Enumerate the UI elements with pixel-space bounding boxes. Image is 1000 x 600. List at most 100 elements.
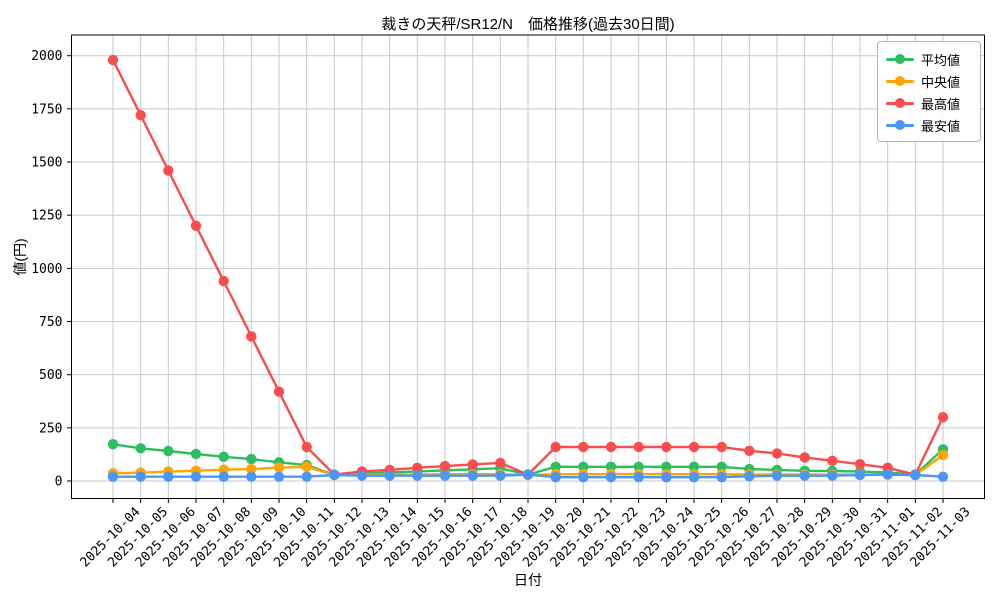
y-tick-label: 250	[39, 421, 62, 436]
legend-item-min: 最安値	[886, 114, 972, 136]
data-point	[827, 470, 838, 481]
data-point	[771, 448, 783, 459]
y-tick-label: 500	[39, 368, 62, 383]
data-point	[329, 469, 340, 481]
legend-item-max: 最高値	[886, 92, 972, 114]
data-point	[661, 461, 672, 472]
data-point	[688, 441, 700, 453]
data-point	[854, 469, 866, 481]
data-point	[550, 461, 561, 472]
y-tick-label: 750	[39, 315, 62, 330]
data-point	[135, 471, 146, 482]
data-point	[107, 54, 119, 66]
data-point	[439, 470, 451, 481]
y-tick-label: 2000	[31, 49, 62, 64]
data-point	[550, 441, 561, 453]
data-point	[882, 469, 893, 480]
data-point	[301, 441, 312, 453]
median-series-marker-icon	[886, 75, 914, 87]
data-point	[439, 460, 451, 472]
data-point	[190, 448, 202, 460]
data-point	[246, 331, 257, 342]
data-point	[384, 470, 395, 481]
data-point	[744, 445, 755, 456]
data-point	[495, 457, 506, 469]
legend-item-average: 平均値	[886, 48, 972, 70]
data-point	[771, 470, 783, 481]
average-series-marker-icon	[886, 53, 914, 65]
data-point	[799, 470, 810, 481]
data-point	[495, 470, 506, 481]
series-最安値	[107, 469, 949, 483]
data-point	[218, 451, 229, 462]
data-point	[163, 445, 174, 457]
grid-lines	[71, 35, 985, 499]
data-point	[107, 439, 119, 450]
x-axis-label: 日付	[514, 572, 542, 588]
data-point	[716, 461, 727, 472]
y-tick-label: 1000	[31, 262, 62, 277]
data-point	[578, 461, 589, 472]
data-point	[412, 462, 423, 473]
data-point	[246, 453, 257, 465]
data-point	[273, 471, 285, 482]
data-point	[605, 441, 617, 453]
data-point	[218, 471, 229, 482]
data-point	[688, 461, 700, 472]
data-point	[107, 471, 119, 482]
data-point	[716, 472, 727, 483]
data-point	[605, 461, 617, 472]
legend-label-min: 最安値	[921, 118, 961, 134]
data-point	[467, 470, 478, 481]
legend-label-average: 平均値	[921, 52, 961, 68]
y-tick-label: 1750	[31, 102, 62, 117]
data-point	[937, 471, 949, 482]
data-point	[633, 472, 644, 483]
min-series-marker-icon	[886, 119, 914, 131]
data-point	[661, 472, 672, 483]
data-point	[412, 470, 423, 481]
data-point	[937, 449, 949, 461]
max-series-marker-icon	[886, 97, 914, 109]
data-point	[578, 441, 589, 453]
data-point	[578, 472, 589, 483]
data-point	[633, 441, 644, 453]
data-point	[246, 463, 257, 475]
data-point	[273, 462, 285, 473]
data-point	[744, 471, 755, 482]
data-point	[356, 470, 368, 481]
data-point	[301, 461, 312, 472]
data-point	[190, 471, 202, 482]
data-point	[605, 472, 617, 483]
data-point	[688, 472, 700, 483]
data-point	[550, 472, 561, 483]
data-point	[467, 459, 478, 470]
data-point	[827, 455, 838, 466]
y-tick-label: 0	[55, 475, 63, 490]
y-axis-label: 値(円)	[12, 238, 28, 276]
data-point	[218, 275, 229, 287]
data-point	[522, 469, 534, 480]
y-tick-label: 1500	[31, 156, 62, 171]
data-point	[301, 471, 312, 482]
data-point	[163, 471, 174, 482]
chart-title: 裁きの天秤/SR12/N 価格推移(過去30日間)	[381, 16, 675, 33]
data-point	[163, 165, 174, 176]
data-point	[633, 461, 644, 472]
data-point	[799, 452, 810, 463]
y-tick-label: 1250	[31, 209, 62, 224]
data-point	[910, 469, 921, 481]
data-point	[246, 471, 257, 482]
data-point	[854, 459, 866, 470]
legend-label-median: 中央値	[921, 74, 961, 90]
legend: 平均値 中央値 最高値 最安値	[877, 41, 981, 142]
legend-item-median: 中央値	[886, 70, 972, 92]
data-point	[190, 220, 202, 231]
data-point	[661, 441, 672, 453]
data-point	[716, 441, 727, 453]
data-point	[273, 386, 285, 397]
data-point	[937, 412, 949, 423]
legend-label-max: 最高値	[921, 96, 961, 112]
